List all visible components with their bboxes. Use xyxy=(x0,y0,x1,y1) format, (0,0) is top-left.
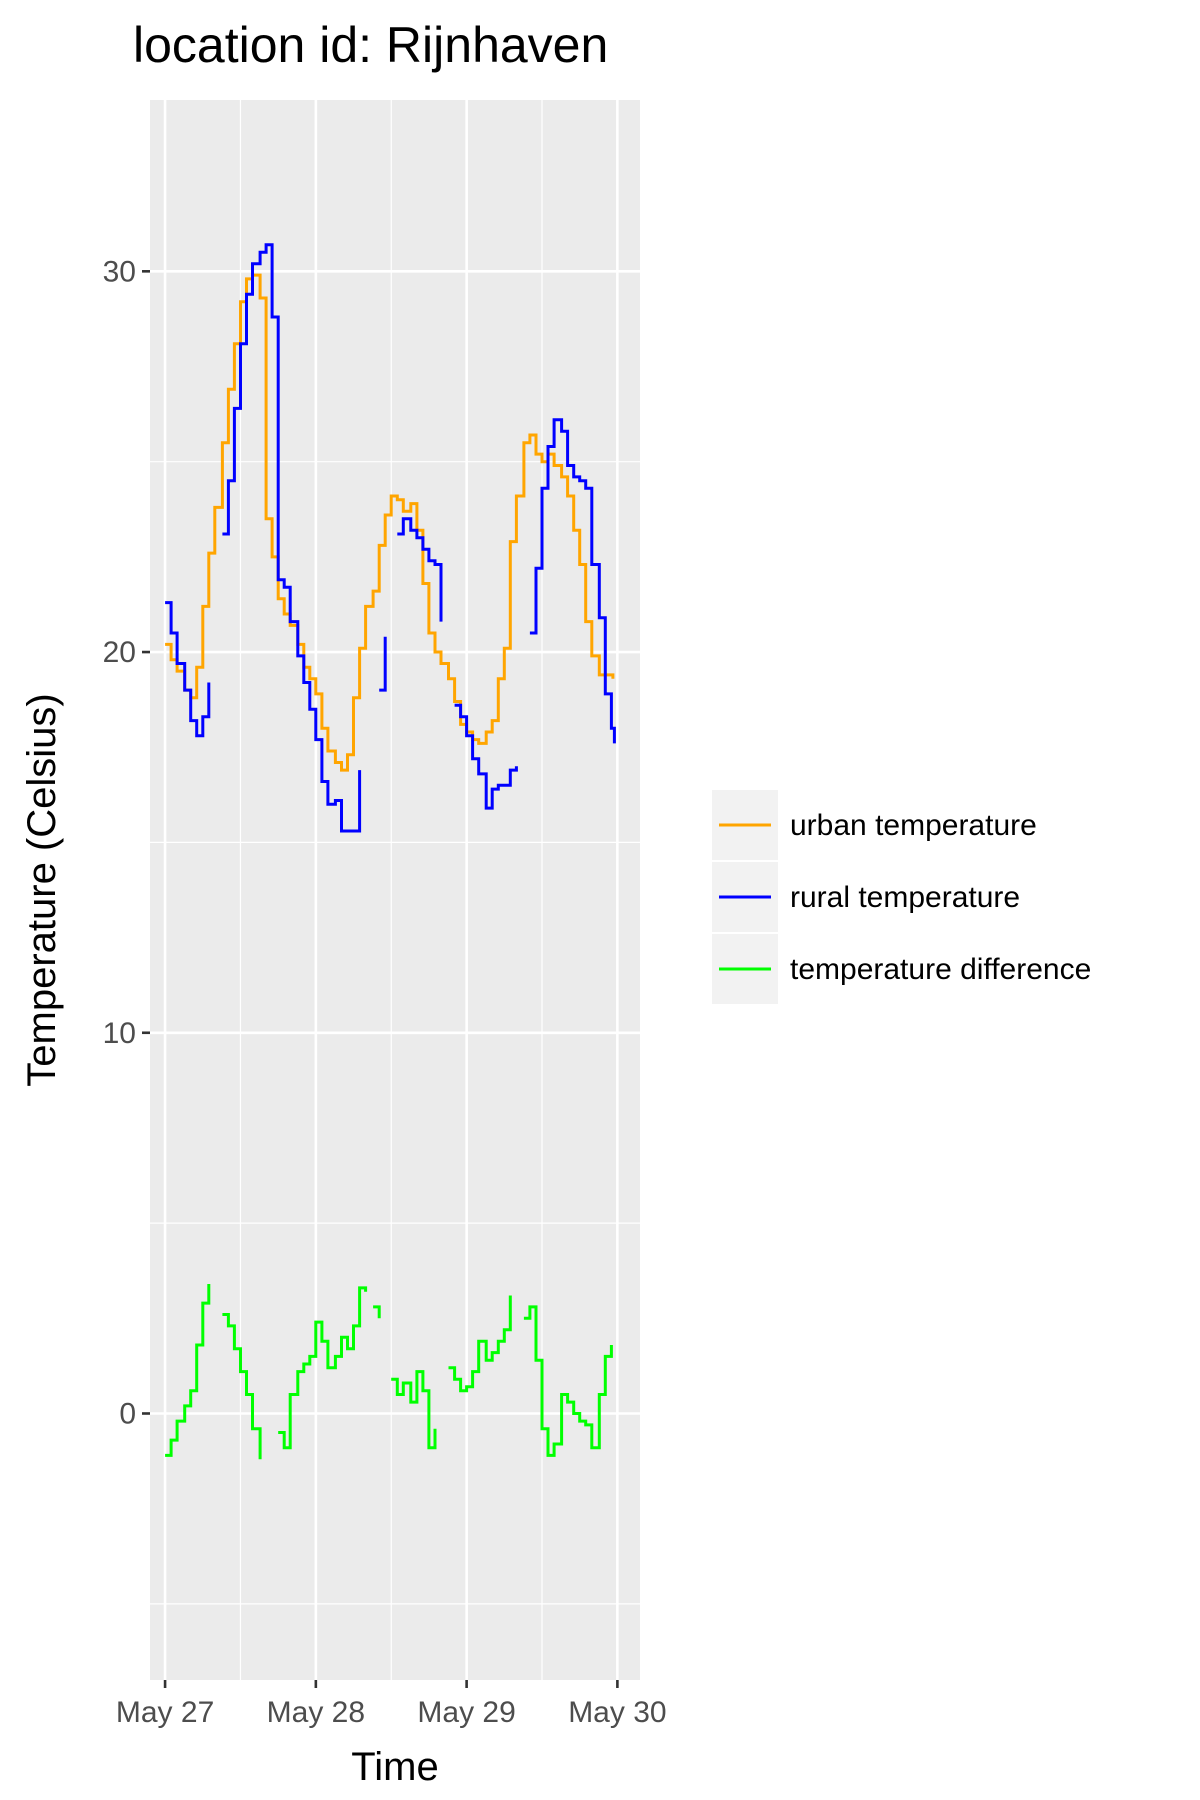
x-tick-label: May 27 xyxy=(116,1696,214,1729)
series-layer xyxy=(165,243,616,1460)
grid-major xyxy=(150,100,640,1680)
legend-label: rural temperature xyxy=(790,881,1020,914)
series-line-3 xyxy=(165,1284,613,1460)
x-tick-label: May 30 xyxy=(568,1696,666,1729)
x-axis: May 27 May 28 May 29 May 30 xyxy=(116,1680,667,1729)
legend: urban temperature rural temperature temper… xyxy=(712,790,1091,1004)
series-line-1 xyxy=(165,273,615,772)
chart-title: location id: Rijnhaven xyxy=(133,17,608,73)
x-axis-title: Time xyxy=(351,1745,438,1789)
legend-label: temperature difference xyxy=(790,953,1091,986)
series-line-2 xyxy=(165,243,616,833)
y-axis: 0 10 20 30 xyxy=(103,255,150,1430)
legend-label: urban temperature xyxy=(790,809,1037,842)
y-tick-label: 0 xyxy=(119,1397,136,1430)
y-axis-title: Temperature (Celsius) xyxy=(20,693,64,1086)
plot-panel xyxy=(150,100,640,1680)
y-tick-label: 10 xyxy=(103,1017,136,1050)
x-tick-label: May 28 xyxy=(267,1696,365,1729)
y-tick-label: 30 xyxy=(103,255,136,288)
y-tick-label: 20 xyxy=(103,636,136,669)
x-tick-label: May 29 xyxy=(417,1696,515,1729)
